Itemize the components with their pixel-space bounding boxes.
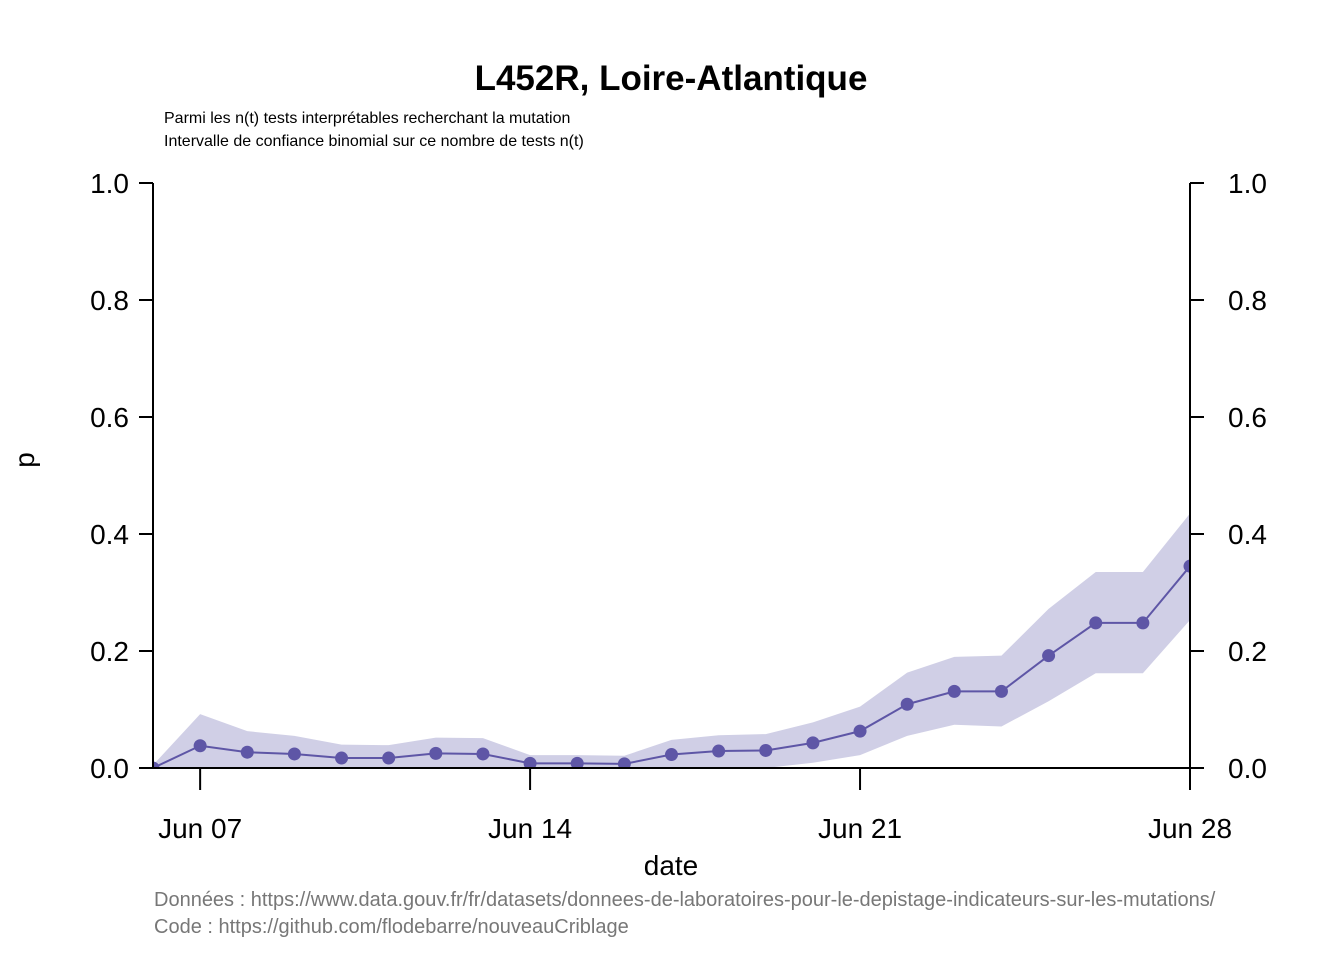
data-point — [153, 761, 160, 768]
chart-subtitle-line-1: Parmi les n(t) tests interprétables rech… — [164, 110, 570, 127]
axes: 0.0 0.0 0.2 0.2 0.4 0.4 0.6 0.6 0.8 0.8 1.0 1.0 Jun… — [90, 168, 1267, 844]
data-point — [853, 724, 867, 738]
x-tick-label: Jun 07 — [158, 813, 242, 844]
x-axis-title: date — [644, 850, 699, 881]
x-tick-label: Jun 28 — [1148, 813, 1232, 844]
footer-data-source: Données : https://www.data.gouv.fr/fr/da… — [154, 889, 1216, 911]
y-tick-label-left: 0.0 — [90, 753, 129, 784]
data-point — [665, 748, 678, 762]
y-ticks: 0.0 0.0 0.2 0.2 0.4 0.4 0.6 0.6 0.8 0.8 1.0 1.0 — [90, 168, 1267, 784]
data-point — [193, 739, 207, 753]
x-ticks: Jun 07 Jun 14 Jun 21 Jun 28 — [158, 768, 1232, 844]
y-tick-label-right: 0.4 — [1228, 519, 1267, 550]
chart-title: L452R, Loire-Atlantique — [475, 59, 868, 98]
data-point — [523, 756, 537, 768]
y-tick-label-left: 0.8 — [90, 285, 129, 316]
data-point — [382, 751, 396, 765]
series-line — [153, 565, 1190, 768]
data-point — [240, 745, 254, 759]
confidence-band-layer — [153, 513, 1190, 768]
data-point — [1042, 649, 1056, 663]
data-point — [1136, 616, 1150, 630]
plot-area — [153, 513, 1190, 768]
y-tick-label-right: 1.0 — [1228, 168, 1267, 199]
data-point — [712, 744, 726, 758]
data-point — [947, 684, 961, 698]
data-point — [1183, 559, 1190, 573]
data-point — [617, 757, 631, 768]
data-point — [806, 736, 820, 750]
y-tick-label-left: 0.4 — [90, 519, 129, 550]
y-tick-label-right: 0.2 — [1228, 636, 1267, 667]
data-point — [476, 747, 490, 761]
y-tick-label-right: 0.8 — [1228, 285, 1267, 316]
y-tick-label-left: 0.2 — [90, 636, 129, 667]
data-point — [994, 684, 1008, 698]
data-point — [1089, 616, 1103, 630]
y-tick-label-right: 0.0 — [1228, 753, 1267, 784]
series-line-layer — [153, 559, 1190, 768]
y-tick-label-left: 1.0 — [90, 168, 129, 199]
data-point — [759, 743, 773, 757]
y-tick-label-right: 0.6 — [1228, 402, 1267, 433]
data-point — [900, 697, 914, 711]
data-point — [335, 751, 349, 765]
data-point — [570, 756, 584, 768]
data-point — [429, 746, 443, 760]
footer-code-source: Code : https://github.com/flodebarre/nou… — [154, 916, 629, 938]
y-tick-label-left: 0.6 — [90, 402, 129, 433]
y-axis-title: p — [9, 452, 40, 468]
x-tick-label: Jun 21 — [818, 813, 902, 844]
x-tick-label: Jun 14 — [488, 813, 572, 844]
confidence-band — [153, 513, 1190, 768]
data-point — [287, 747, 301, 761]
chart-subtitle-line-2: Intervalle de confiance binomial sur ce … — [164, 133, 584, 150]
